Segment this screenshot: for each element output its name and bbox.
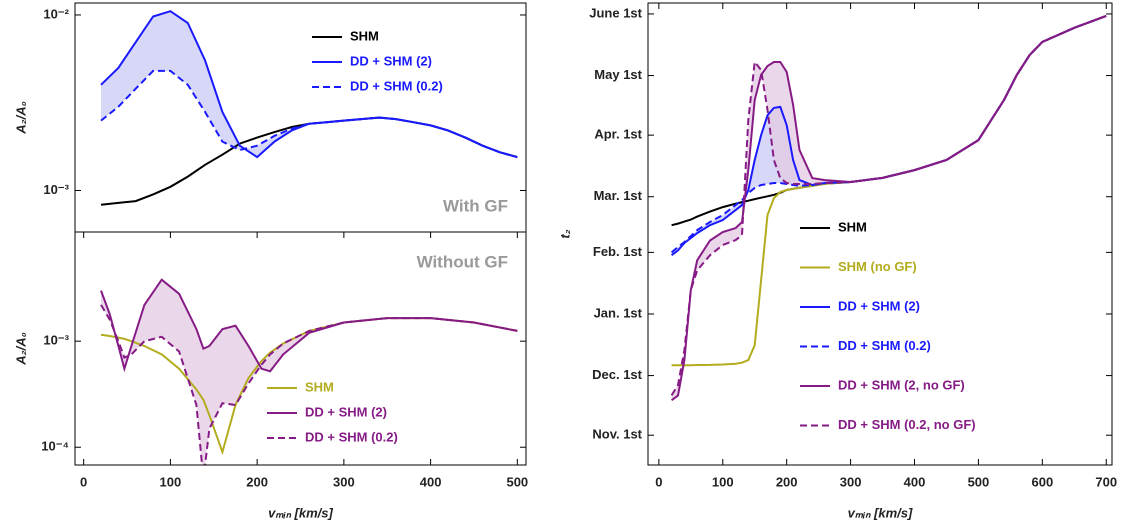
y-axis-label: t₂ [557,229,572,238]
series-line [670,14,1107,254]
y-tick-label: 10⁻³ [43,182,69,197]
annotation: With GF [443,196,508,215]
legend-label: DD + SHM (2) [838,298,920,313]
plot-area [100,10,518,206]
y-axis-label: A₂/A₀ [13,101,28,134]
legend-label: DD + SHM (0.2) [838,338,931,353]
band-fill [671,15,1107,401]
y-axis-label: A₂/A₀ [13,332,28,365]
legend-label: SHM [350,28,379,43]
y-tick-label: Feb. 1st [593,244,643,259]
legend-label: DD + SHM (2, no GF) [838,377,965,392]
y-tick-label: June 1st [589,5,642,20]
frame [647,2,1113,466]
band-fill [101,11,518,158]
x-tick-label: 400 [420,474,442,489]
legend-label: DD + SHM (2) [350,53,432,68]
y-tick-label: Mar. 1st [594,188,643,203]
legend-label: DD + SHM (2) [305,404,387,419]
x-tick-label: 700 [1095,474,1117,489]
x-tick-label: 0 [655,474,662,489]
x-tick-label: 500 [968,474,990,489]
frame [74,231,527,466]
y-tick-label: Dec. 1st [592,367,643,382]
y-tick-label: Apr. 1st [594,127,642,142]
legend-label: SHM (no GF) [838,259,917,274]
series-line [100,69,518,159]
band-fill [101,279,518,465]
x-tick-label: 500 [506,474,528,489]
x-tick-label: 300 [840,474,862,489]
x-tick-label: 100 [160,474,182,489]
series-line [100,278,518,373]
band-fill [671,15,1107,256]
x-tick-label: 100 [712,474,734,489]
series-line [671,14,1107,227]
legend-label: SHM [305,379,334,394]
y-tick-label: Nov. 1st [592,427,642,442]
x-tick-label: 0 [80,474,87,489]
x-tick-label: 200 [776,474,798,489]
legend-label: DD + SHM (0.2) [305,429,398,444]
plot-area [100,278,518,465]
legend-label: DD + SHM (0.2) [350,78,443,93]
legend-label: DD + SHM (0.2, no GF) [838,417,976,432]
series-line [670,14,1107,396]
x-axis-label: vₘᵢₙ [km/s] [848,505,913,520]
legend-label: SHM [838,219,867,234]
series-line [671,14,1107,256]
x-tick-label: 600 [1031,474,1053,489]
annotation: Without GF [417,252,508,271]
y-tick-label: 10⁻³ [43,333,69,348]
series-line [100,116,518,206]
y-tick-label: 10⁻⁴ [41,439,69,454]
y-tick-label: Jan. 1st [594,305,643,320]
y-tick-label: May 1st [594,67,642,82]
y-tick-label: 10⁻² [43,6,69,21]
series-line [100,304,518,465]
plot-area [670,14,1107,402]
x-axis-label: vₘᵢₙ [km/s] [268,505,333,520]
x-tick-label: 300 [333,474,355,489]
x-tick-label: 400 [904,474,926,489]
x-tick-label: 200 [246,474,268,489]
